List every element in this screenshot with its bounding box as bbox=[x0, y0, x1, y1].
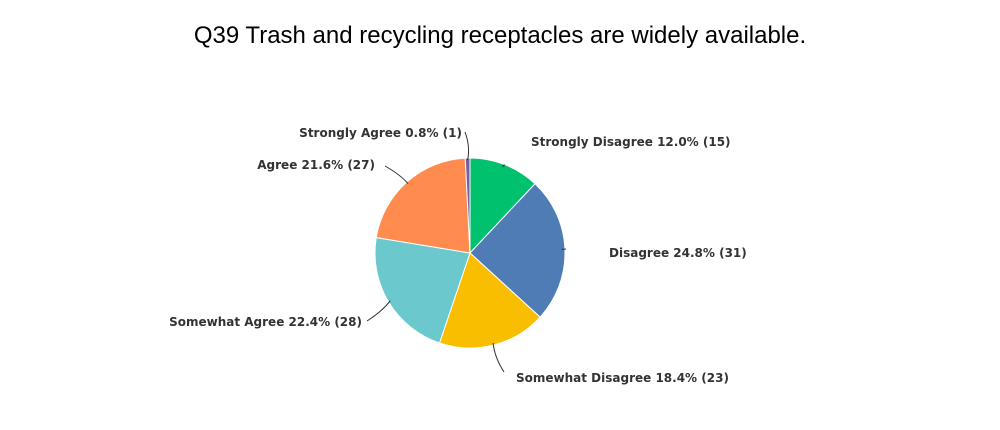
leader-line-strongly-agree bbox=[464, 131, 470, 161]
leader-line-somewhat-agree bbox=[366, 300, 391, 322]
pie-slice-somewhat-agree bbox=[374, 236, 471, 344]
leader-line-strongly-disagree bbox=[502, 164, 506, 168]
pie-slice-agree bbox=[375, 157, 471, 254]
leader-line-agree bbox=[384, 165, 409, 184]
slice-label-agree: Agree 21.6% (27) bbox=[257, 158, 375, 172]
slice-label-disagree: Disagree 24.8% (31) bbox=[609, 246, 747, 260]
leader-line-somewhat-disagree bbox=[492, 343, 505, 373]
chart-title: Q39 Trash and recycling receptacles are … bbox=[193, 22, 807, 49]
slice-label-somewhat-disagree: Somewhat Disagree 18.4% (23) bbox=[516, 371, 729, 385]
slice-label-strongly-agree: Strongly Agree 0.8% (1) bbox=[299, 126, 462, 140]
slice-label-strongly-disagree: Strongly Disagree 12.0% (15) bbox=[531, 135, 731, 149]
slice-label-somewhat-agree: Somewhat Agree 22.4% (28) bbox=[169, 315, 362, 329]
